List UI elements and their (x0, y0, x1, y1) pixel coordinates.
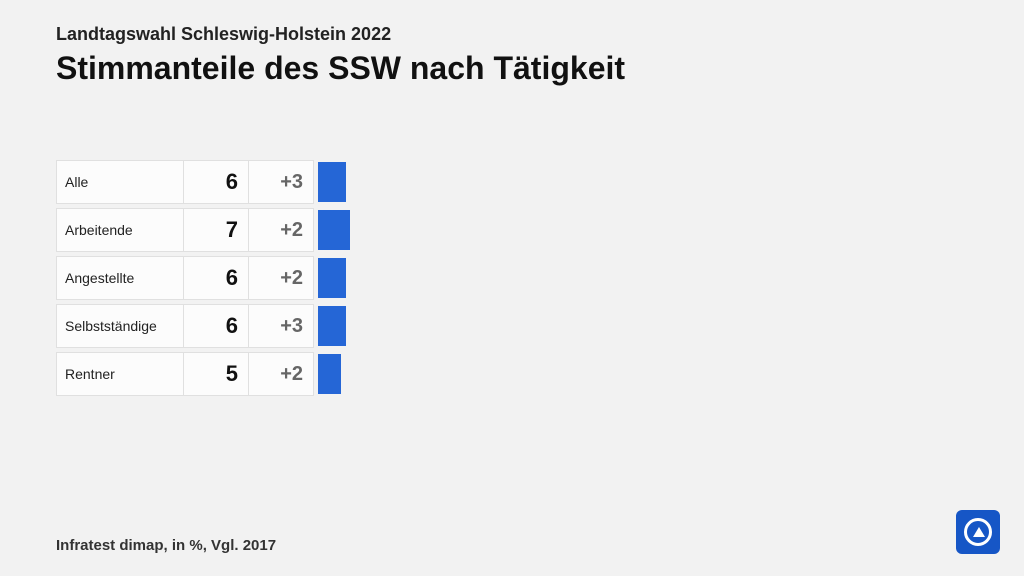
bar-track (318, 256, 776, 300)
bar-track (318, 208, 776, 252)
table-row: Alle6+3 (56, 160, 776, 204)
source-footer: Infratest dimap, in %, Vgl. 2017 (56, 537, 276, 554)
bar-fill (318, 162, 346, 202)
row-value: 6 (184, 256, 249, 300)
row-value: 6 (184, 160, 249, 204)
ssw-taetigkeit-chart: Alle6+3Arbeitende7+2Angestellte6+2Selbst… (56, 160, 776, 400)
row-label: Selbstständige (56, 304, 184, 348)
table-row: Selbstständige6+3 (56, 304, 776, 348)
row-change: +2 (249, 352, 314, 396)
row-label: Alle (56, 160, 184, 204)
table-row: Arbeitende7+2 (56, 208, 776, 252)
row-change: +2 (249, 256, 314, 300)
bar-track (318, 352, 776, 396)
row-label: Rentner (56, 352, 184, 396)
row-label: Arbeitende (56, 208, 184, 252)
ard-logo-circle (964, 518, 992, 546)
bar-track (318, 304, 776, 348)
row-change: +3 (249, 160, 314, 204)
row-change: +3 (249, 304, 314, 348)
page-title: Stimmanteile des SSW nach Tätigkeit (56, 50, 625, 87)
row-value: 5 (184, 352, 249, 396)
table-row: Rentner5+2 (56, 352, 776, 396)
bar-fill (318, 306, 346, 346)
row-value: 6 (184, 304, 249, 348)
bar-track (318, 160, 776, 204)
ard-logo (956, 510, 1000, 554)
bar-fill (318, 354, 341, 394)
row-label: Angestellte (56, 256, 184, 300)
page-subtitle: Landtagswahl Schleswig-Holstein 2022 (56, 24, 391, 45)
table-row: Angestellte6+2 (56, 256, 776, 300)
row-value: 7 (184, 208, 249, 252)
bar-fill (318, 258, 346, 298)
ard-logo-triangle-icon (973, 527, 985, 537)
bar-fill (318, 210, 350, 250)
row-change: +2 (249, 208, 314, 252)
